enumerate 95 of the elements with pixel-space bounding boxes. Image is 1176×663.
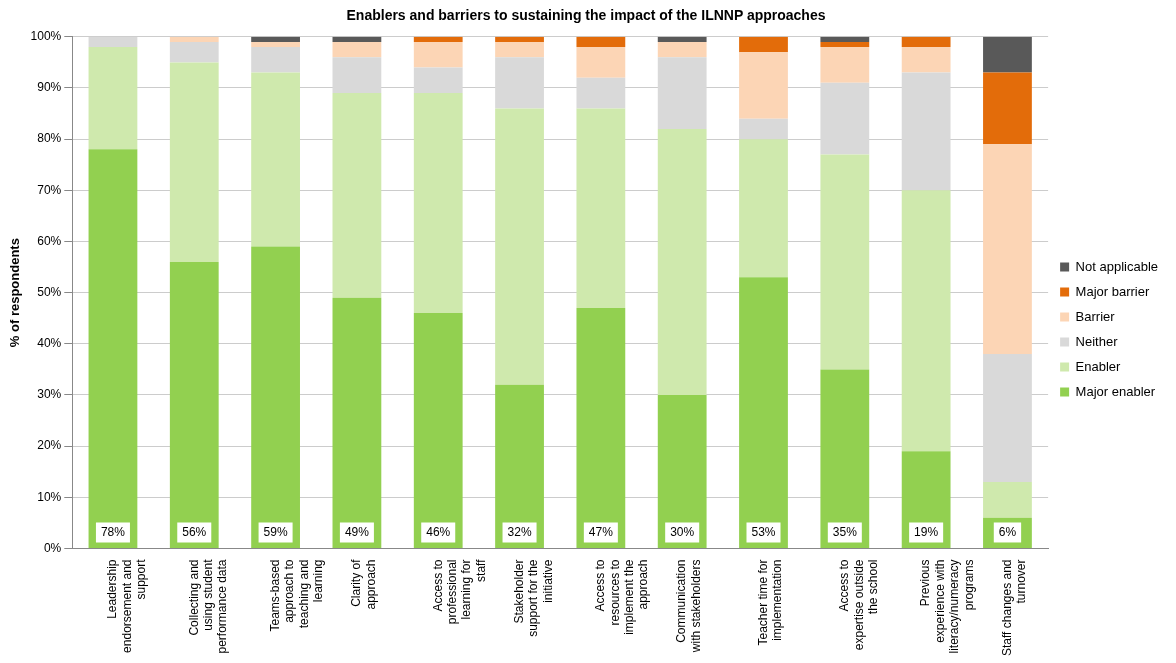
bar xyxy=(576,47,626,78)
bar xyxy=(332,41,382,58)
bar xyxy=(413,93,463,314)
bar xyxy=(88,149,138,548)
bar xyxy=(88,47,138,150)
x-tick-label: Leadership endorsement and support xyxy=(105,558,149,653)
bar xyxy=(251,36,300,42)
y-tick-label: 20% xyxy=(37,438,62,453)
legend-label: Enabler xyxy=(1075,358,1122,374)
bar xyxy=(332,297,382,548)
data-label: 78% xyxy=(100,524,126,539)
x-tick-label: Access to professional learning for staff xyxy=(430,558,488,625)
data-label: 49% xyxy=(344,524,370,539)
chart-title: Enablers and barriers to sustaining the impact of the ILNNP approaches xyxy=(346,7,826,24)
bar xyxy=(413,41,463,68)
data-label: 19% xyxy=(914,524,939,539)
bar xyxy=(657,394,707,548)
bar xyxy=(983,72,1032,145)
x-tick-label: Previous experience with literacy/numeracy programs xyxy=(918,559,976,654)
legend-label: Neither xyxy=(1075,333,1119,349)
x-tick-label: Access to expertise outside the school xyxy=(837,559,880,651)
bar xyxy=(576,108,626,308)
legend-label: Major barrier xyxy=(1075,283,1150,299)
y-tick-label: 50% xyxy=(37,284,62,299)
legend-label: Barrier xyxy=(1075,308,1116,324)
bar xyxy=(251,41,300,48)
bar xyxy=(739,52,788,119)
y-tick-label: 40% xyxy=(37,336,62,351)
bar xyxy=(739,118,788,140)
bar xyxy=(820,47,870,83)
bar xyxy=(332,57,382,94)
bar xyxy=(739,139,788,278)
bar xyxy=(576,77,626,109)
bar xyxy=(820,36,870,42)
data-label: 46% xyxy=(426,524,451,539)
bar xyxy=(495,384,544,548)
bar xyxy=(901,47,951,73)
data-label: 56% xyxy=(182,524,207,539)
y-tick-label: 100% xyxy=(30,29,62,44)
legend-label: Not applicable xyxy=(1075,258,1158,274)
x-tick-label: Teams-based approach to teaching and learning xyxy=(267,559,326,632)
bar xyxy=(657,128,707,395)
bar xyxy=(983,144,1032,355)
legend-label: Major enabler xyxy=(1075,383,1156,399)
data-label: 53% xyxy=(751,524,776,539)
bar xyxy=(88,36,138,48)
y-tick-label: 60% xyxy=(37,233,62,248)
bar xyxy=(169,36,219,42)
bar xyxy=(413,36,463,42)
y-tick-label: 70% xyxy=(37,182,62,197)
bar xyxy=(901,36,951,48)
bar xyxy=(820,41,870,48)
bar xyxy=(983,481,1032,518)
bar xyxy=(657,36,707,42)
y-tick-label: 90% xyxy=(37,80,62,95)
bar xyxy=(251,72,300,247)
bar xyxy=(413,313,463,548)
data-label: 6% xyxy=(998,524,1017,539)
bar xyxy=(495,41,544,58)
bar xyxy=(332,93,382,298)
bar xyxy=(657,57,707,129)
bar xyxy=(657,41,707,58)
bar xyxy=(332,36,382,42)
y-tick-label: 10% xyxy=(37,489,62,504)
bar xyxy=(820,82,870,155)
data-label: 32% xyxy=(507,524,532,539)
y-tick-label: 80% xyxy=(37,131,62,146)
bar xyxy=(820,154,870,370)
bar xyxy=(169,62,219,262)
bar xyxy=(983,36,1032,73)
data-label: 35% xyxy=(832,524,858,539)
bar xyxy=(413,67,463,94)
bar xyxy=(576,307,626,548)
x-tick-label: Access to resources to implement the approach xyxy=(593,559,651,635)
bar xyxy=(495,57,544,109)
bar xyxy=(739,36,788,53)
y-axis-title: % of respondents xyxy=(7,238,23,348)
data-label: 47% xyxy=(588,524,614,539)
bar xyxy=(901,451,951,548)
bar xyxy=(576,36,626,48)
bar xyxy=(739,277,788,548)
bar xyxy=(169,41,219,63)
bar xyxy=(169,261,219,548)
bar xyxy=(495,108,544,385)
bar xyxy=(820,369,870,548)
bar xyxy=(983,354,1032,482)
y-tick-label: 30% xyxy=(37,387,62,402)
bar xyxy=(901,190,951,452)
bar xyxy=(251,47,300,73)
y-tick-label: 0% xyxy=(43,540,62,555)
data-label: 59% xyxy=(263,524,288,539)
bar xyxy=(251,246,300,548)
data-label: 30% xyxy=(670,524,695,539)
bar xyxy=(901,72,951,191)
bar xyxy=(495,36,544,42)
